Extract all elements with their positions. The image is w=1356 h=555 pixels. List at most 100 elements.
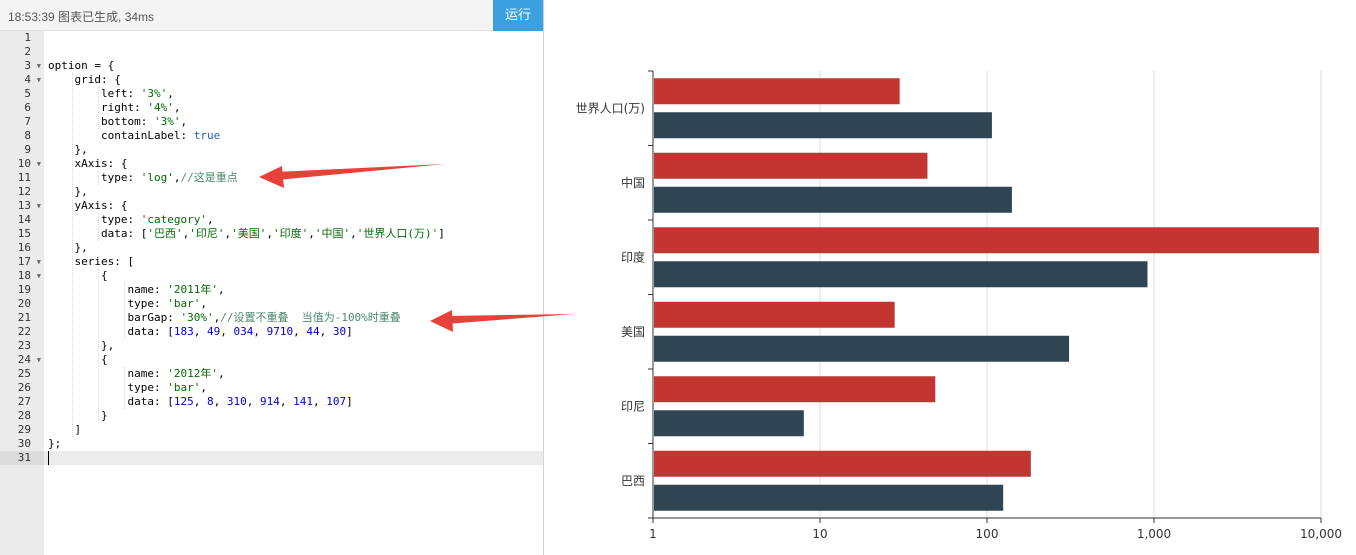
code-token: containLabel: xyxy=(48,129,194,142)
editor-toolbar: 18:53:39 图表已生成, 34ms 运行 xyxy=(0,0,543,31)
x-tick-label: 1,000 xyxy=(1137,527,1171,541)
active-line-highlight xyxy=(44,451,543,465)
code-token: 44 xyxy=(306,325,320,338)
code-token: '4%' xyxy=(147,101,174,114)
line-number-text: 6 xyxy=(24,101,31,114)
line-number-text: 28 xyxy=(17,409,31,422)
code-token: }, xyxy=(48,339,115,352)
code-line: barGap: '30%',//设置不重叠 当值为-100%时重叠 xyxy=(48,311,401,325)
code-token: , xyxy=(180,115,188,128)
code-token: 183 xyxy=(173,325,194,338)
bar xyxy=(654,261,1148,288)
line-number-text: 15 xyxy=(17,227,31,240)
line-number-text: 1 xyxy=(24,31,31,44)
code-line: type: 'bar', xyxy=(48,381,207,395)
line-number-text: 20 xyxy=(17,297,31,310)
code-text-area[interactable]: option = { grid: { left: '3%', right: '4… xyxy=(44,31,543,555)
line-number: 9 xyxy=(0,143,44,157)
code-line: right: '4%', xyxy=(48,101,181,115)
code-token: , xyxy=(217,367,225,380)
code-token: //这是重点 xyxy=(180,171,238,184)
line-number-text: 29 xyxy=(17,423,31,436)
code-line: }, xyxy=(48,241,87,255)
code-token: 'log' xyxy=(140,171,174,184)
line-number: 28 xyxy=(0,409,44,423)
code-line: left: '3%', xyxy=(48,87,174,101)
code-line: name: '2011年', xyxy=(48,283,225,297)
line-number-text: 3 xyxy=(24,59,31,72)
code-token: ] xyxy=(438,227,445,240)
code-token: , xyxy=(217,283,225,296)
code-token: series: [ xyxy=(48,255,135,268)
code-token: }, xyxy=(48,185,88,198)
line-number: 11 xyxy=(0,171,44,185)
code-token: name: xyxy=(48,283,168,296)
code-token: 30 xyxy=(332,325,347,338)
line-number: 24 ▼ xyxy=(0,353,44,367)
line-number-text: 22 xyxy=(17,325,31,338)
code-token: , xyxy=(319,325,333,338)
run-button[interactable]: 运行 xyxy=(493,0,543,31)
line-number: 5 xyxy=(0,87,44,101)
line-number: 1 xyxy=(0,31,44,45)
indent-guide xyxy=(98,87,99,129)
annotation-arrows xyxy=(259,164,574,332)
fold-toggle-icon[interactable]: ▼ xyxy=(36,272,41,280)
arrow-annotation-bargap xyxy=(430,310,574,332)
line-number: 20 xyxy=(0,297,44,311)
fold-toggle-icon[interactable]: ▼ xyxy=(36,356,41,364)
code-token: type: xyxy=(48,171,141,184)
code-token: '印尼' xyxy=(189,227,225,240)
line-number: 7 xyxy=(0,115,44,129)
fold-toggle-icon[interactable]: ▼ xyxy=(36,258,41,266)
line-number-text: 25 xyxy=(17,367,31,380)
code-line: } xyxy=(48,409,108,423)
line-number-text: 18 xyxy=(17,269,31,282)
code-token: } xyxy=(48,409,108,422)
code-token: xAxis: { xyxy=(48,157,128,170)
code-line: { xyxy=(48,353,108,367)
line-number-text: 26 xyxy=(17,381,31,394)
code-token: '3%' xyxy=(140,87,168,100)
code-token: 8 xyxy=(206,395,214,408)
code-token: '2011年' xyxy=(167,283,218,296)
code-token: '中国' xyxy=(314,227,351,240)
line-number: 23 xyxy=(0,339,44,353)
bar xyxy=(654,450,1031,477)
bar xyxy=(654,301,895,328)
code-token: , xyxy=(266,227,273,240)
code-line: type: 'category', xyxy=(48,213,214,227)
code-token: left: xyxy=(48,87,141,100)
line-number-text: 16 xyxy=(17,241,31,254)
code-line: }; xyxy=(48,437,61,451)
code-token: , xyxy=(224,227,232,240)
indent-guide xyxy=(124,283,125,339)
line-number-text: 7 xyxy=(24,115,31,128)
line-number-text: 17 xyxy=(17,255,31,268)
code-token: { xyxy=(48,269,108,282)
code-line: name: '2012年', xyxy=(48,367,225,381)
code-token: '巴西' xyxy=(147,227,183,240)
fold-toggle-icon[interactable]: ▼ xyxy=(36,62,41,70)
code-line: bottom: '3%', xyxy=(48,115,187,129)
line-number: 17 ▼ xyxy=(0,255,44,269)
line-number-text: 31 xyxy=(17,451,31,464)
code-token: //设置不重叠 当值为-100%时重叠 xyxy=(220,311,401,324)
code-line: yAxis: { xyxy=(48,199,127,213)
y-tick-label: 巴西 xyxy=(621,474,645,488)
fold-toggle-icon[interactable]: ▼ xyxy=(36,160,41,168)
line-number-text: 13 xyxy=(17,199,31,212)
line-number-text: 19 xyxy=(17,283,31,296)
code-token: grid: { xyxy=(48,73,121,86)
code-line: ] xyxy=(48,423,81,437)
line-number: 26 xyxy=(0,381,44,395)
line-number-text: 27 xyxy=(17,395,31,408)
code-token: type: xyxy=(48,381,168,394)
fold-toggle-icon[interactable]: ▼ xyxy=(36,202,41,210)
code-token: 125 xyxy=(173,395,194,408)
y-tick-label: 印尼 xyxy=(621,399,645,413)
code-token: , xyxy=(293,325,307,338)
fold-toggle-icon[interactable]: ▼ xyxy=(36,76,41,84)
code-token: , xyxy=(213,311,221,324)
line-number-text: 30 xyxy=(17,437,31,450)
